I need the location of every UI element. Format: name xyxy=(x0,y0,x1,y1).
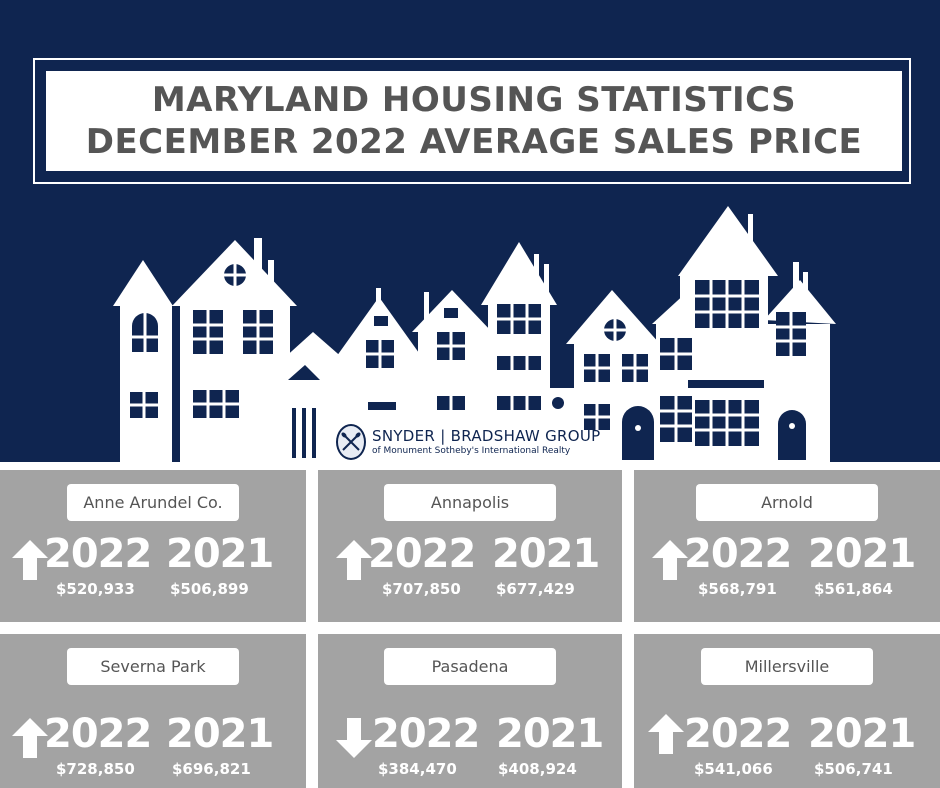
area-card-annapolis: Annapolis 2022 $707,850 2021 $677,429 xyxy=(318,470,622,622)
title-box: MARYLAND HOUSING STATISTICS DECEMBER 202… xyxy=(46,71,902,171)
area-label: Arnold xyxy=(696,484,878,521)
price-prior: $506,899 xyxy=(170,580,249,598)
price-current: $384,470 xyxy=(378,760,457,778)
logo-company-name: SNYDER | BRADSHAW GROUP xyxy=(372,427,601,445)
area-card-anne-arundel: Anne Arundel Co. 2022 $520,933 2021 $506… xyxy=(0,470,306,622)
arrow-up-icon xyxy=(12,718,48,758)
area-label: Pasadena xyxy=(384,648,556,685)
arrow-down-icon xyxy=(336,718,372,758)
arrow-up-icon xyxy=(648,714,684,754)
year-current: 2022 xyxy=(44,711,152,757)
price-prior: $408,924 xyxy=(498,760,577,778)
year-current: 2022 xyxy=(372,711,480,757)
area-label: Annapolis xyxy=(384,484,556,521)
area-card-severna-park: Severna Park 2022 $728,850 2021 $696,821 xyxy=(0,634,306,788)
year-prior: 2021 xyxy=(808,711,916,757)
area-card-pasadena: Pasadena 2022 $384,470 2021 $408,924 xyxy=(318,634,622,788)
house-skyline-illustration xyxy=(113,206,836,462)
area-label: Anne Arundel Co. xyxy=(67,484,239,521)
price-current: $568,791 xyxy=(698,580,777,598)
year-prior: 2021 xyxy=(496,711,604,757)
price-prior: $677,429 xyxy=(496,580,575,598)
area-card-millersville: Millersville 2022 $541,066 2021 $506,741 xyxy=(634,634,940,788)
oars-logo-icon xyxy=(336,424,366,460)
title-line-2: DECEMBER 2022 AVERAGE SALES PRICE xyxy=(85,122,863,162)
price-prior: $506,741 xyxy=(814,760,893,778)
arrow-up-icon xyxy=(336,540,372,580)
arrow-up-icon xyxy=(12,540,48,580)
year-current: 2022 xyxy=(368,531,476,577)
year-prior: 2021 xyxy=(808,531,916,577)
area-label: Millersville xyxy=(701,648,873,685)
title-line-1: MARYLAND HOUSING STATISTICS xyxy=(151,80,797,120)
year-current: 2022 xyxy=(44,531,152,577)
price-prior: $696,821 xyxy=(172,760,251,778)
price-current: $541,066 xyxy=(694,760,773,778)
area-label: Severna Park xyxy=(67,648,239,685)
price-current: $728,850 xyxy=(56,760,135,778)
hero-banner: MARYLAND HOUSING STATISTICS DECEMBER 202… xyxy=(0,0,940,462)
year-current: 2022 xyxy=(684,711,792,757)
year-current: 2022 xyxy=(684,531,792,577)
title-frame xyxy=(33,58,911,184)
year-prior: 2021 xyxy=(166,531,274,577)
price-current: $520,933 xyxy=(56,580,135,598)
year-prior: 2021 xyxy=(492,531,600,577)
price-prior: $561,864 xyxy=(814,580,893,598)
arrow-up-icon xyxy=(652,540,688,580)
year-prior: 2021 xyxy=(166,711,274,757)
logo-subtitle: of Monument Sotheby's International Real… xyxy=(372,446,571,456)
company-logo: SNYDER | BRADSHAW GROUP of Monument Soth… xyxy=(336,420,600,462)
price-current: $707,850 xyxy=(382,580,461,598)
area-card-arnold: Arnold 2022 $568,791 2021 $561,864 xyxy=(634,470,940,622)
